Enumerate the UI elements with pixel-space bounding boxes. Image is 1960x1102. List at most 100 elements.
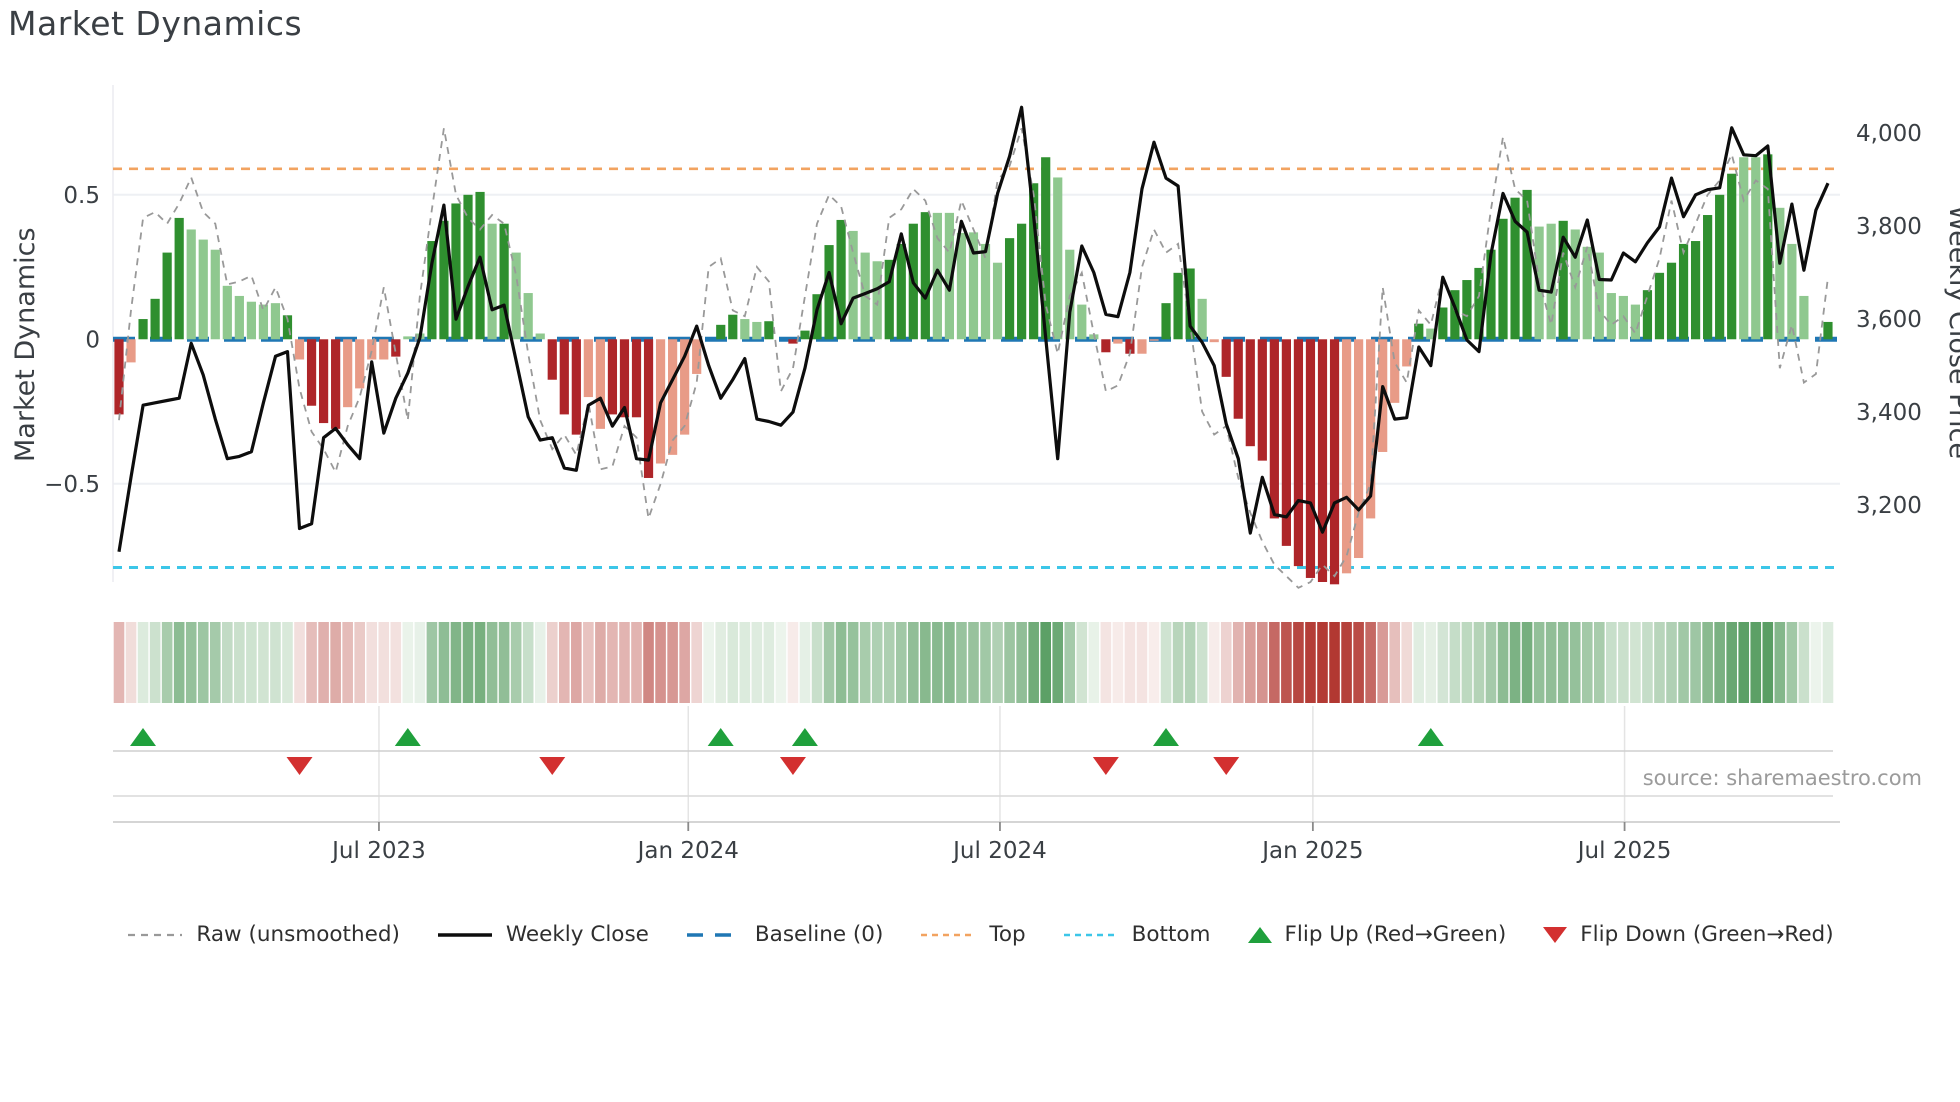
heatmap-cell — [895, 622, 907, 703]
heatmap-cell — [1413, 622, 1425, 703]
heatmap-cell — [113, 622, 125, 703]
oscillator-bar — [668, 339, 678, 455]
heatmap-cell — [1064, 622, 1076, 703]
heatmap-cell — [1365, 622, 1376, 703]
oscillator-bar — [595, 339, 605, 429]
oscillator-bar — [1522, 189, 1532, 340]
oscillator-bar — [1775, 207, 1785, 340]
heatmap-cell — [1678, 622, 1689, 703]
oscillator-bar — [1269, 339, 1279, 519]
heatmap-cell — [1148, 622, 1160, 703]
legend-item-bottom: Bottom — [1062, 922, 1211, 947]
heatmap-cell — [1569, 622, 1581, 703]
oscillator-bar — [1197, 298, 1207, 340]
flip-up-marker — [394, 728, 421, 746]
heatmap-cell — [438, 622, 450, 703]
oscillator-bar — [439, 220, 449, 340]
heatmap-cell — [727, 622, 739, 703]
oscillator-bar — [1582, 246, 1592, 340]
legend-label: Top — [989, 922, 1026, 947]
oscillator-bar — [523, 293, 533, 340]
heatmap-cell — [1028, 622, 1039, 703]
heatmap-cell — [811, 622, 823, 703]
heatmap-cell — [510, 622, 522, 703]
heatmap-cell — [282, 622, 293, 703]
heatmap-cell — [558, 622, 570, 703]
flip-up-marker — [130, 728, 156, 746]
oscillator-bar — [1486, 249, 1496, 340]
heatmap-cell — [306, 622, 317, 703]
oscillator-bar — [1113, 339, 1123, 344]
oscillator-bar — [968, 232, 979, 340]
source-note: source: sharemaestro.com — [1642, 766, 1922, 790]
oscillator-bar — [1703, 215, 1713, 340]
oscillator-bar — [1366, 339, 1376, 519]
oscillator-bar — [1257, 339, 1267, 461]
x-tick-label: Jul 2025 — [1576, 838, 1672, 864]
oscillator-bar — [234, 295, 244, 340]
right-tick-label: 3,400 — [1856, 400, 1922, 426]
heatmap-cell — [354, 622, 365, 703]
heatmap-cell — [161, 622, 173, 703]
heatmap-cell — [595, 622, 606, 703]
oscillator-bar — [1149, 339, 1159, 341]
oscillator-bar — [872, 261, 882, 340]
oscillator-bar — [1101, 339, 1111, 353]
oscillator-bar — [716, 324, 726, 340]
oscillator-bar — [403, 336, 413, 340]
heatmap-cell — [414, 622, 426, 703]
flip-up-marker — [1153, 728, 1179, 746]
oscillator-bar — [294, 339, 305, 360]
heatmap-cell — [234, 622, 245, 703]
weekly-close-line — [117, 105, 1830, 553]
heatmap-cell — [1269, 622, 1280, 703]
oscillator-bar — [186, 229, 196, 340]
oscillator-bar — [1787, 243, 1797, 340]
legend-item-weekly-close: Weekly Close — [436, 922, 649, 947]
heatmap-cell — [1232, 622, 1244, 703]
legend-label: Flip Down (Green→Red) — [1580, 922, 1834, 947]
heatmap-cell — [1449, 622, 1461, 703]
heatmap-cell — [1040, 622, 1051, 703]
heatmap-cell — [1485, 622, 1497, 703]
heatmap-cell — [222, 622, 233, 703]
heatmap-cell — [1244, 622, 1256, 703]
oscillator-bar — [1245, 339, 1255, 447]
heatmap-cell — [1786, 622, 1798, 703]
heatmap-cell — [763, 622, 775, 703]
raw-line — [118, 128, 1829, 589]
oscillator-bar — [222, 285, 232, 340]
heatmap-cell — [498, 622, 510, 703]
oscillator-bar — [331, 339, 341, 429]
oscillator-bar — [1763, 154, 1773, 340]
oscillator-bar — [1690, 241, 1701, 340]
oscillator-bar — [1678, 243, 1689, 340]
oscillator-bar — [583, 339, 593, 398]
x-tick-label: Jan 2025 — [1260, 838, 1363, 864]
heatmap-cell — [944, 622, 955, 703]
oscillator-bar — [619, 339, 630, 418]
oscillator-bar — [956, 232, 967, 340]
heatmap-cell — [1473, 622, 1485, 703]
flip-down-marker — [779, 757, 806, 775]
oscillator-bar — [282, 315, 293, 340]
heatmap-cell — [1160, 622, 1172, 703]
heatmap-cell — [1798, 622, 1810, 703]
oscillator-bar — [1402, 339, 1412, 367]
heatmap-cell — [691, 622, 702, 703]
oscillator-bar — [836, 219, 846, 340]
oscillator-bar — [1510, 197, 1520, 340]
oscillator-bar — [1462, 280, 1472, 340]
oscillator-bar — [643, 339, 654, 478]
oscillator-bar — [150, 298, 160, 340]
heatmap-cell — [1533, 622, 1545, 703]
right-axis-title: Weekly Close Price — [1943, 205, 1960, 459]
heatmap-cell — [1702, 622, 1713, 703]
oscillator-bar — [1173, 272, 1183, 340]
heatmap-cell — [486, 622, 498, 703]
oscillator-bar — [114, 339, 124, 415]
heatmap-cell — [1136, 622, 1148, 703]
oscillator-bar — [1053, 177, 1063, 340]
heatmap-cell — [1100, 622, 1112, 703]
